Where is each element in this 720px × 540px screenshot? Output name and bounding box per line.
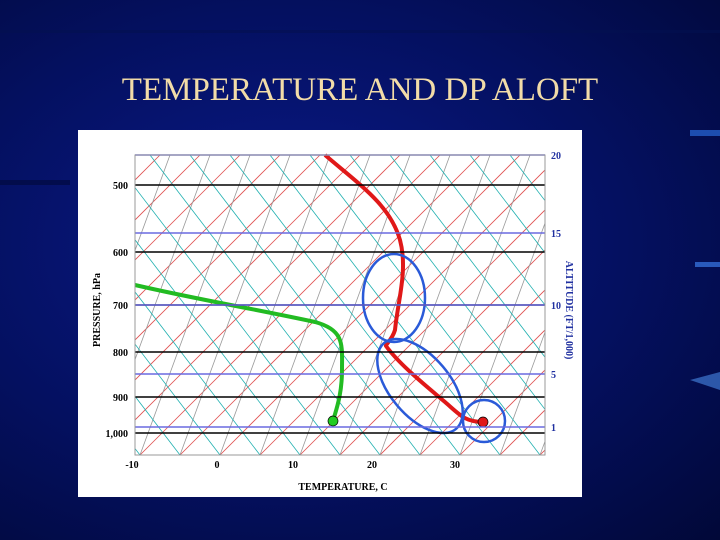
moist-adiabat [0,155,20,455]
dry-adiabat [580,155,690,455]
altitude-label: 5 [551,370,556,381]
x-axis-label: TEMPERATURE, C [298,482,387,493]
dry-adiabat [620,155,720,455]
isotherm [0,155,80,455]
dry-adiabat [700,155,720,455]
isotherm [660,155,720,455]
dry-adiabat [0,155,10,455]
isotherm [459,369,545,455]
moist-adiabat [670,155,720,455]
temperature-label: 20 [367,460,377,471]
moist-adiabat [710,155,720,455]
dry-adiabat [0,155,90,455]
temperature-label: 10 [288,460,298,471]
isotherm [700,155,720,455]
isotherm [580,155,720,455]
plot-frame [134,154,546,456]
right-axis-label: ALTITUDE (FT/1,000) [563,261,574,360]
altitude-label: 10 [551,301,561,312]
slide-title: TEMPERATURE AND DP ALOFT [121,72,599,108]
moist-adiabat [469,155,545,254]
dry-adiabat [660,155,720,455]
moist-adiabat [429,155,545,306]
pressure-label: 600 [113,248,128,259]
dry-adiabat [0,155,50,455]
moist-adiabat [135,343,221,455]
temperature-label: 30 [450,460,460,471]
isotherm [135,155,241,261]
altitude-label: 1 [551,423,556,434]
y-axis-label: PRESSURE, hPa [92,273,103,347]
pressure-label: 800 [113,348,128,359]
isotherm [620,155,720,455]
isotherm [0,155,40,455]
dry-adiabat [135,155,171,252]
moist-adiabat [630,155,720,455]
altitude-label: 20 [551,151,561,162]
moist-adiabat [590,155,720,455]
pressure-label: 1,000 [106,429,129,440]
pressure-label: 900 [113,393,128,404]
temperature-label: 0 [215,460,220,471]
altitude-label: 15 [551,229,561,240]
moist-adiabat [135,395,181,455]
temperature-label: -10 [125,460,138,471]
pressure-label: 700 [113,301,128,312]
pressure-label: 500 [113,181,128,192]
isotherm [135,155,281,301]
moist-adiabat [0,155,60,455]
isotherm [135,155,201,221]
dry-adiabat [499,331,545,455]
